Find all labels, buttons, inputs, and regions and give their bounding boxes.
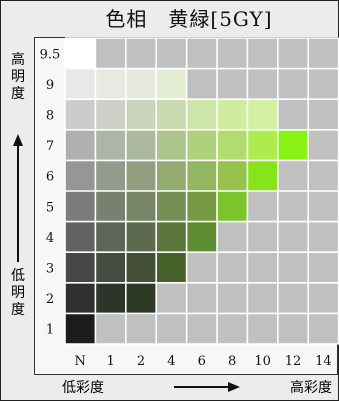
y-tick-label: 9 — [46, 78, 54, 93]
color-cell-8-6 — [186, 99, 217, 130]
x-tick-label: 14 — [315, 354, 332, 369]
color-cell-3-N — [65, 252, 96, 283]
y-high-char-3: 度 — [11, 86, 25, 102]
color-cell-5-1 — [95, 191, 126, 222]
x-tick-label: 6 — [198, 354, 206, 369]
color-cell-6-2 — [125, 160, 157, 191]
y-low-char-3: 度 — [11, 302, 25, 318]
y-axis-high-label: 高 明 度 — [8, 52, 28, 103]
color-cell-4-1 — [95, 221, 126, 253]
x-tick-label: 8 — [228, 354, 236, 369]
x-tick-label: N — [75, 354, 86, 369]
color-cell-3-2 — [125, 252, 157, 283]
x-tick-label: 10 — [254, 354, 271, 369]
color-cell-5-N — [65, 191, 96, 222]
x-axis-footer: 低彩度 高彩度 — [34, 374, 336, 400]
x-tick-label: 12 — [285, 354, 302, 369]
color-cell-7-8 — [217, 129, 248, 161]
y-tick-label: 5 — [46, 200, 54, 215]
color-cell-7-12 — [277, 129, 309, 161]
y-low-char-2: 明 — [11, 285, 25, 301]
color-cell-9-1 — [95, 68, 126, 100]
color-cell-8-8 — [217, 99, 248, 130]
color-cell-9-N — [65, 68, 96, 100]
color-cell-2-2 — [125, 282, 157, 314]
color-cell-8-4 — [156, 99, 187, 130]
y-axis-arrow-icon — [13, 134, 23, 262]
y-tick-label: 3 — [46, 262, 54, 277]
color-cell-5-4 — [156, 191, 187, 222]
y-tick-label: 7 — [46, 139, 54, 154]
color-cell-3-4 — [156, 252, 187, 283]
color-cell-9-2 — [125, 68, 157, 100]
x-axis-low-label: 低彩度 — [62, 380, 104, 396]
y-tick-label: 1 — [46, 323, 54, 338]
color-cell-6-6 — [186, 160, 217, 191]
color-cell-9-4 — [156, 68, 187, 100]
x-tick-label: 4 — [167, 354, 175, 369]
color-cell-5-2 — [125, 191, 157, 222]
y-low-char-1: 低 — [11, 268, 25, 284]
y-high-char-2: 明 — [11, 69, 25, 85]
y-high-char-1: 高 — [11, 52, 25, 68]
color-cell-7-N — [65, 129, 96, 161]
color-cell-8-2 — [125, 99, 157, 130]
color-cell-6-1 — [95, 160, 126, 191]
color-cell-4-4 — [156, 221, 187, 253]
x-tick-label: 2 — [137, 354, 145, 369]
chart-title: 色相 黄緑[5GY] — [105, 7, 273, 31]
y-axis-low-label: 低 明 度 — [8, 268, 28, 319]
color-cell-7-4 — [156, 129, 187, 161]
color-cell-6-10 — [247, 160, 278, 191]
color-cell-6-N — [65, 160, 96, 191]
y-tick-label: 2 — [46, 292, 54, 307]
color-cell-7-6 — [186, 129, 217, 161]
color-cell-7-2 — [125, 129, 157, 161]
color-cell-4-2 — [125, 221, 157, 253]
color-cell-6-8 — [217, 160, 248, 191]
x-tick-label: 1 — [106, 354, 114, 369]
color-cell-4-N — [65, 221, 96, 253]
color-cell-6-4 — [156, 160, 187, 191]
x-axis-arrow-icon — [174, 382, 240, 392]
color-cell-3-1 — [95, 252, 126, 283]
y-tick-label: 8 — [46, 109, 54, 124]
color-cell-8-10 — [247, 99, 278, 130]
color-cell-5-6 — [186, 191, 217, 222]
color-cell-2-1 — [95, 282, 126, 314]
color-cell-8-N — [65, 99, 96, 130]
color-cell-1-N — [65, 313, 96, 344]
color-cell-4-6 — [186, 221, 217, 253]
color-cell-9.5-N — [65, 38, 96, 69]
color-cell-7-1 — [95, 129, 126, 161]
x-axis-high-label: 高彩度 — [290, 380, 332, 396]
y-tick-label: 6 — [46, 170, 54, 185]
y-tick-label: 9.5 — [40, 47, 61, 62]
color-cell-7-10 — [247, 129, 278, 161]
color-cell-2-N — [65, 282, 96, 314]
color-cell-8-1 — [95, 99, 126, 130]
color-cell-5-8 — [217, 191, 248, 222]
y-tick-label: 4 — [46, 231, 54, 246]
